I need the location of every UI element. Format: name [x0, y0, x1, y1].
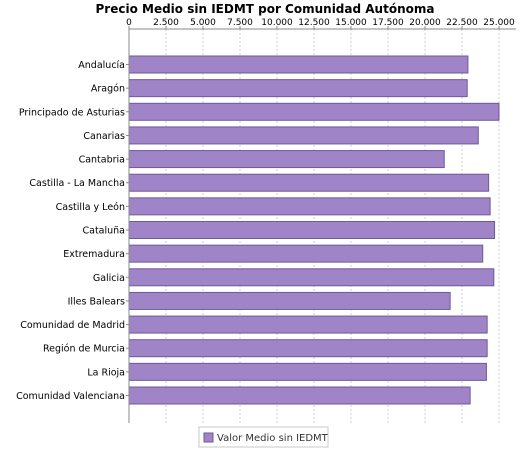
bar — [128, 197, 491, 216]
bar — [128, 386, 471, 405]
category-label: Andalucía — [78, 60, 125, 71]
bar — [128, 268, 495, 287]
category-label: La Rioja — [87, 367, 125, 378]
x-tick-label: 22.500 — [446, 18, 478, 28]
bar — [128, 79, 468, 98]
x-tick-label: 2.500 — [153, 18, 179, 28]
axes — [126, 26, 516, 423]
x-tick-label: 17.500 — [372, 18, 404, 28]
x-tick-label: 20.000 — [409, 18, 441, 28]
x-tick-label: 0 — [126, 18, 132, 28]
category-label: Castilla y León — [56, 202, 125, 213]
x-tick-label: 12.500 — [298, 18, 330, 28]
bars — [128, 55, 500, 405]
bar — [128, 221, 496, 239]
bar — [128, 315, 488, 334]
chart-title: Precio Medio sin IEDMT por Comunidad Aut… — [96, 2, 435, 16]
category-label: Galicia — [93, 273, 125, 284]
category-label: Principado de Asturias — [19, 107, 125, 118]
bar — [128, 291, 451, 310]
bar — [128, 126, 479, 145]
bar — [128, 150, 445, 169]
x-tick-label: 10.000 — [261, 18, 293, 28]
x-tick-label: 15.000 — [335, 18, 367, 28]
legend: Valor Medio sin IEDMT — [198, 426, 329, 448]
bar — [128, 173, 490, 192]
category-label: Castilla - La Mancha — [29, 178, 125, 189]
category-label: Región de Murcia — [43, 344, 125, 355]
category-label: Cataluña — [82, 226, 125, 237]
bar — [128, 339, 488, 358]
x-tick-label: 5.000 — [190, 18, 216, 28]
category-label: Canarias — [83, 131, 125, 142]
category-label: Extremadura — [63, 249, 125, 260]
x-tick-label: 25.000 — [483, 18, 515, 28]
category-labels: Andalucía Aragón Principado de Asturias Can… — [16, 60, 125, 402]
legend-label: Valor Medio sin IEDMT — [217, 433, 329, 444]
legend-swatch — [203, 432, 214, 443]
bar — [128, 102, 500, 121]
bar — [128, 244, 484, 263]
category-label: Illes Balears — [68, 296, 125, 307]
x-tick-labels: 0 2.500 5.000 7.500 10.000 12.500 15.000 17.500… — [126, 18, 515, 28]
bar — [128, 55, 469, 74]
category-label: Aragón — [91, 84, 125, 95]
category-label: Comunidad de Madrid — [20, 320, 125, 331]
x-tick-label: 7.500 — [227, 18, 253, 28]
bar — [128, 362, 487, 381]
category-label: Comunidad Valenciana — [16, 391, 125, 402]
category-label: Cantabria — [79, 155, 125, 166]
